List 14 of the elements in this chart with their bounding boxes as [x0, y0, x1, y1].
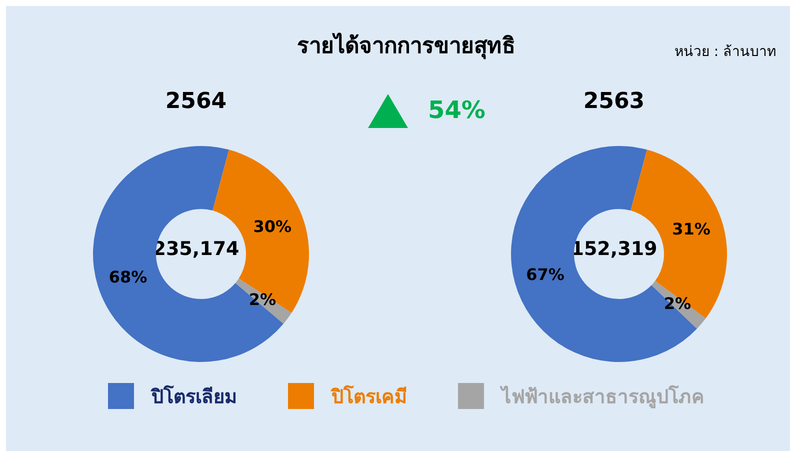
text: 235,174	[152, 238, 240, 260]
text: หน่วย : ล้านบาท	[674, 43, 776, 62]
text: รายได้จากการขายสุทธิ	[297, 34, 515, 59]
chart-title: 2563	[582, 89, 646, 114]
data-label: 67%	[526, 265, 564, 284]
chart-title: 2564	[164, 89, 228, 114]
legend-label: ปิโตรเลียม	[152, 384, 238, 410]
text: 152,319	[570, 238, 658, 260]
legend-label: ปิโตรเคมี	[332, 384, 408, 410]
data-label: 30%	[253, 217, 292, 236]
text: 54%	[428, 96, 486, 124]
data-label: 31%	[672, 219, 710, 238]
data-label: 68%	[108, 267, 148, 286]
legend-label: ไฟฟ้าและสาธารณูปโภค	[502, 384, 704, 410]
